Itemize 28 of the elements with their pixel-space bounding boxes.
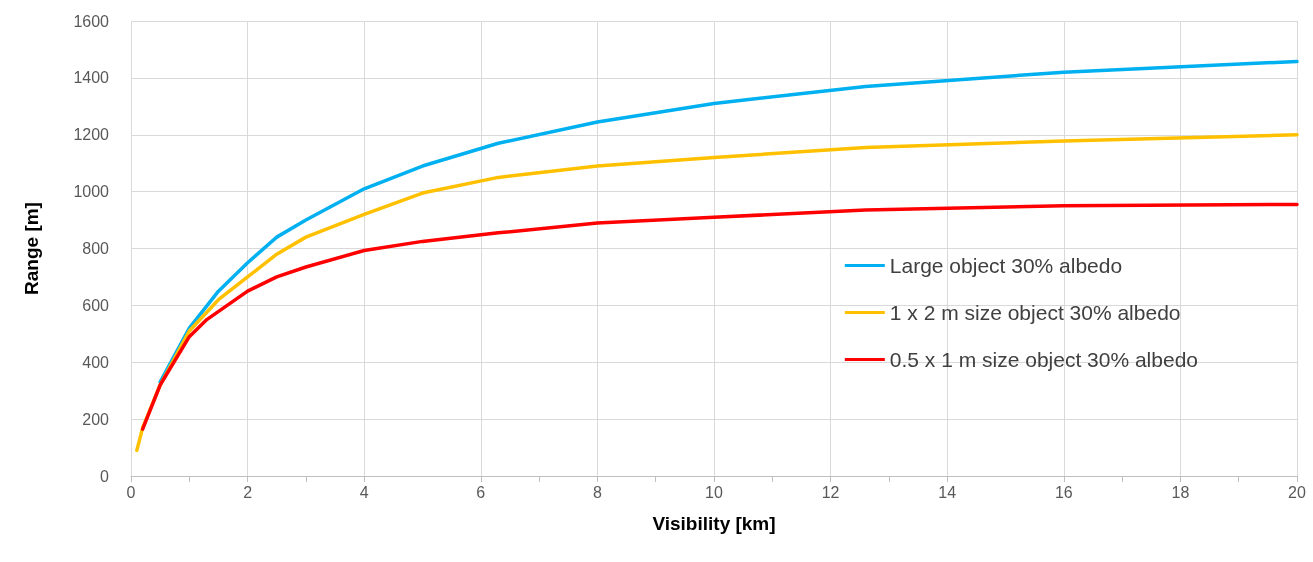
y-tick-label: 1400 xyxy=(73,69,110,87)
x-tick-label: 18 xyxy=(1171,483,1190,501)
x-tick-label: 10 xyxy=(705,483,723,501)
legend-label: Large object 30% albedo xyxy=(889,254,1123,277)
x-tick-label: 20 xyxy=(1288,483,1306,501)
y-tick-label: 600 xyxy=(82,296,110,314)
legend-label: 0.5 x 1 m size object 30% albedo xyxy=(889,348,1199,371)
x-tick-label: 4 xyxy=(359,483,369,501)
x-tick-label: 6 xyxy=(476,483,486,501)
x-tick-label: 2 xyxy=(243,483,253,501)
y-tick-label: 1000 xyxy=(73,183,110,201)
x-tick-label: 0 xyxy=(126,483,136,501)
y-axis-title: Range [m] xyxy=(21,202,42,295)
y-tick-label: 0 xyxy=(100,467,110,485)
x-tick-label: 16 xyxy=(1054,483,1073,501)
x-tick-label: 14 xyxy=(938,483,957,501)
y-tick-label: 800 xyxy=(82,240,110,257)
y-tick-label: 1600 xyxy=(73,12,110,30)
x-tick-label: 8 xyxy=(592,483,602,501)
y-tick-label: 1200 xyxy=(73,126,110,144)
y-tick-label: 200 xyxy=(82,410,110,428)
x-axis-title: Visibility [km] xyxy=(652,513,776,534)
y-tick-label: 400 xyxy=(82,353,110,371)
line-series xyxy=(140,202,1299,431)
line-series xyxy=(158,59,1299,384)
x-tick-label: 12 xyxy=(821,483,840,501)
line-series xyxy=(135,133,1299,453)
legend-label: 1 x 2 m size object 30% albedo xyxy=(889,301,1181,324)
